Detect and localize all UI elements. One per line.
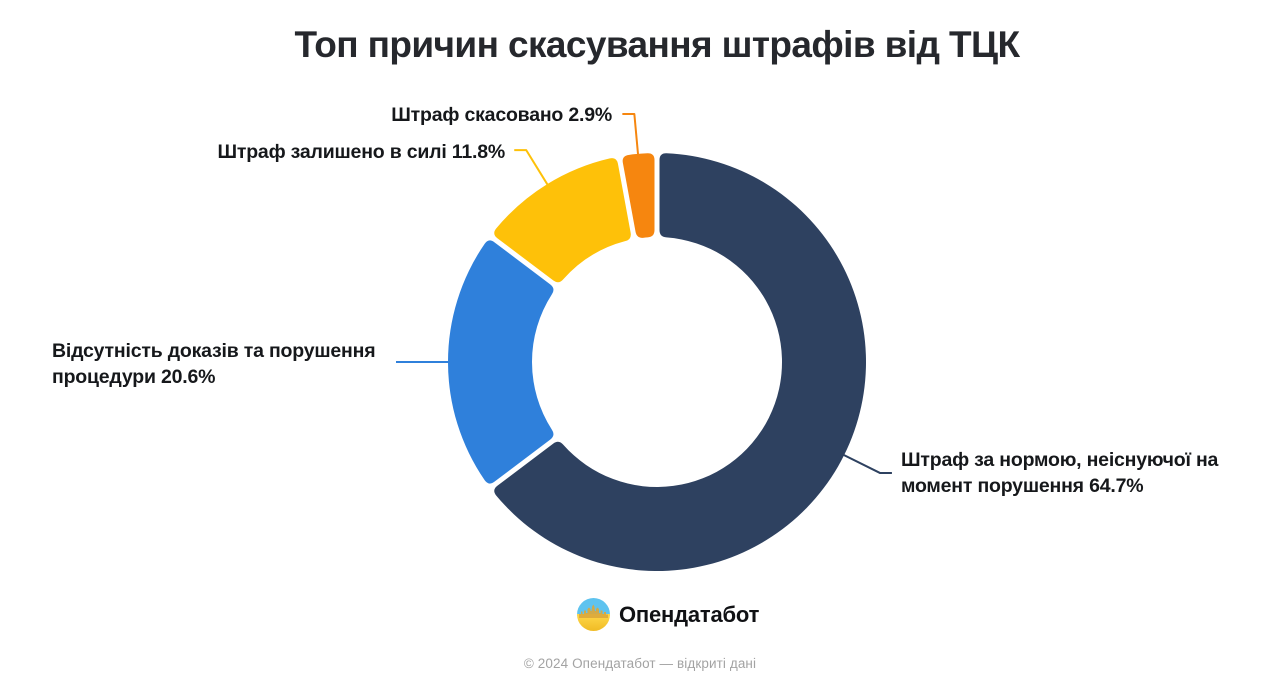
callout-line: процедури 20.6% bbox=[52, 366, 216, 388]
pie-slice-3 bbox=[622, 153, 655, 238]
callout-line: Штраф скасовано 2.9% bbox=[391, 104, 612, 126]
pie-slice-2 bbox=[494, 158, 631, 283]
opendatabot-logo-icon bbox=[577, 598, 610, 631]
callout-line: Штраф залишено в силі 11.8% bbox=[217, 141, 505, 163]
pie-slice-1 bbox=[447, 240, 554, 484]
brand: Опендатабот bbox=[577, 598, 759, 631]
leader-line-2 bbox=[514, 149, 551, 189]
leader-line-0 bbox=[840, 452, 892, 474]
pie-slice-0 bbox=[494, 153, 867, 572]
callout-line: Відсутність доказів та порушення bbox=[52, 340, 376, 362]
callout-line: Штраф за нормою, неіснуючої на bbox=[901, 449, 1219, 471]
callout-fine-cancelled: Штраф скасовано 2.9% bbox=[391, 102, 612, 128]
brand-wordmark: Опендатабот bbox=[619, 601, 760, 627]
chart-title: Топ причин скасування штрафів від ТЦК bbox=[294, 24, 1021, 65]
callout-fine-upheld: Штраф залишено в силі 11.8% bbox=[217, 139, 505, 165]
callout-nonexistent-norm: Штраф за нормою, неіснуючої на момент по… bbox=[901, 447, 1218, 499]
leader-line-3 bbox=[622, 113, 640, 158]
callout-line: момент порушення 64.7% bbox=[901, 475, 1144, 497]
copyright-text: © 2024 Опендатабот — відкриті дані bbox=[523, 656, 757, 671]
callout-no-evidence: Відсутність доказів та порушення процеду… bbox=[52, 338, 376, 390]
